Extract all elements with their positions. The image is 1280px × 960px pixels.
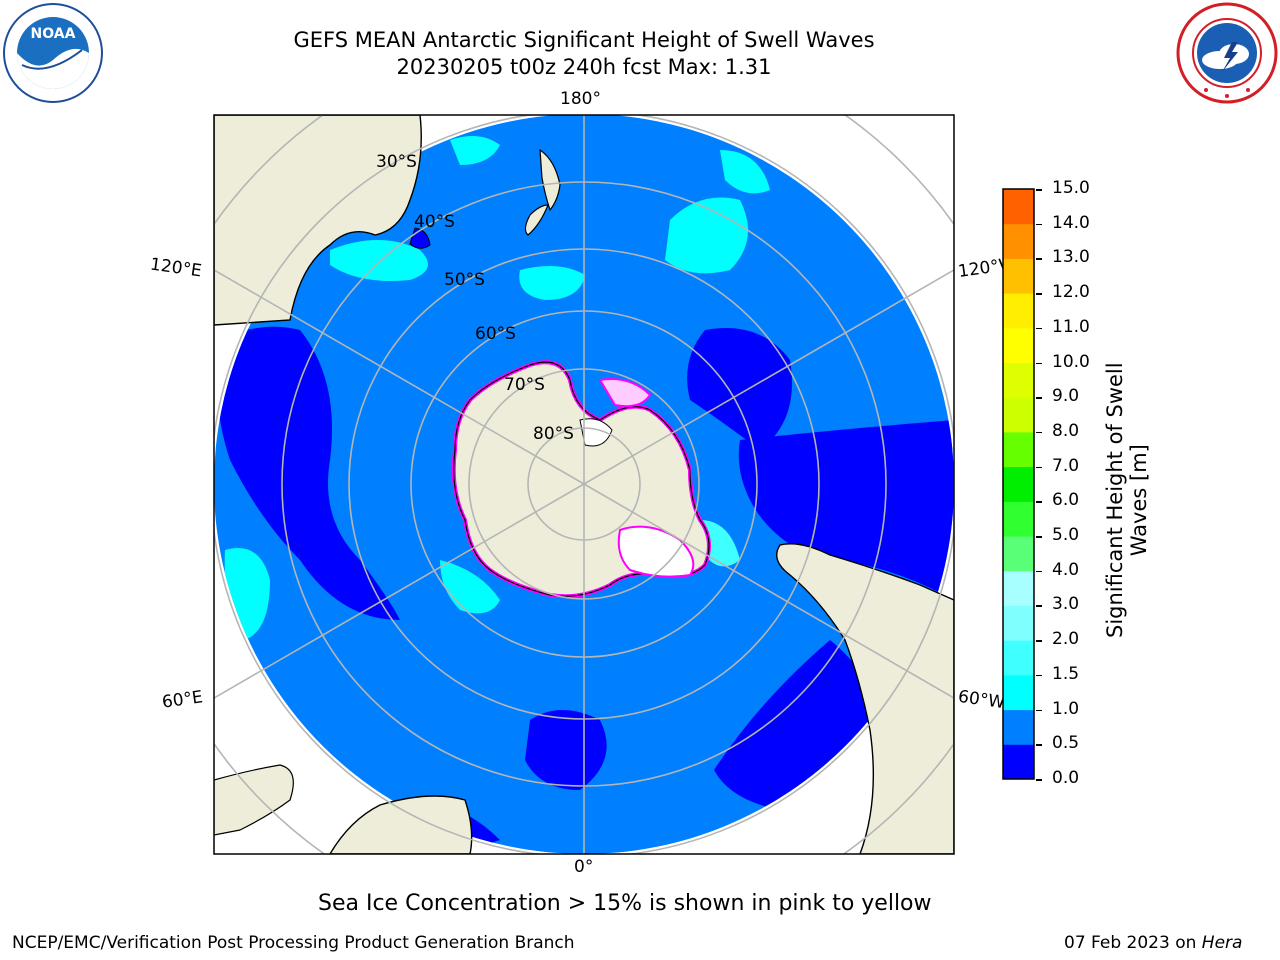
colorbar-tick xyxy=(1036,536,1042,538)
colorbar-band xyxy=(1003,258,1034,294)
noaa-logo-text: NOAA xyxy=(31,26,76,42)
colorbar-tick xyxy=(1036,397,1042,399)
colorbar-band xyxy=(1003,674,1034,711)
colorbar-tick-label: 4.0 xyxy=(1052,559,1080,580)
colorbar-band xyxy=(1003,397,1034,433)
colorbar-tick xyxy=(1036,258,1042,260)
colorbar xyxy=(1002,188,1035,780)
colorbar-tick xyxy=(1036,362,1042,365)
high-swell-region xyxy=(330,240,428,281)
colorbar-band xyxy=(1003,431,1034,468)
colorbar-tick xyxy=(1036,501,1042,503)
colorbar-tick-label: 14.0 xyxy=(1052,212,1090,233)
lon-label-180: 180° xyxy=(560,89,601,109)
colorbar-tick-label: 15.0 xyxy=(1052,178,1090,198)
africa-landmass xyxy=(329,795,473,854)
high-swell-region xyxy=(519,266,585,300)
lat-label-70s: 70°S xyxy=(504,375,545,395)
colorbar-tick xyxy=(1036,605,1042,607)
colorbar-tick xyxy=(1036,189,1042,191)
colorbar-tick xyxy=(1036,709,1042,712)
colorbar-band xyxy=(1003,466,1034,502)
footer-date-text: 07 Feb 2023 on xyxy=(1064,933,1202,953)
madagascar xyxy=(214,764,294,836)
footer-host: Hera xyxy=(1201,933,1243,953)
colorbar-band xyxy=(1003,293,1034,329)
colorbar-tick xyxy=(1036,327,1042,330)
map-frame xyxy=(213,114,955,855)
colorbar-band xyxy=(1003,362,1034,398)
colorbar-tick xyxy=(1036,466,1042,469)
australia-landmass xyxy=(214,115,422,326)
colorbar-band xyxy=(1003,570,1034,606)
colorbar-tick-label: 0.0 xyxy=(1052,768,1080,788)
colorbar-tick xyxy=(1036,674,1042,677)
colorbar-band xyxy=(1003,640,1034,676)
colorbar-band xyxy=(1003,189,1034,225)
sea-ice-region xyxy=(598,378,652,408)
lat-label-80s: 80°S xyxy=(533,424,574,444)
colorbar-tick xyxy=(1036,779,1042,781)
colorbar-label: Significant Height of Swell Waves [m] xyxy=(1103,362,1151,638)
colorbar-tick-label: 0.5 xyxy=(1052,733,1080,754)
colorbar-tick xyxy=(1036,431,1042,434)
colorbar-tick-label: 6.0 xyxy=(1052,490,1080,511)
colorbar-tick xyxy=(1036,640,1042,642)
lat-label-60s: 60°S xyxy=(475,324,516,344)
colorbar-band xyxy=(1003,536,1034,572)
low-swell-region xyxy=(687,328,792,450)
noaa-logo: NOAA xyxy=(2,2,104,104)
chart-subtitle: 20230205 t00z 240h fcst Max: 1.31 xyxy=(396,55,772,79)
colorbar-tick-label: 9.0 xyxy=(1052,386,1080,407)
colorbar-tick-label: 2.0 xyxy=(1052,629,1080,650)
colorbar-tick-label: 7.0 xyxy=(1052,455,1080,476)
low-swell-region xyxy=(216,326,400,620)
colorbar-band xyxy=(1003,744,1034,780)
south-america-landmass xyxy=(776,543,954,854)
lat-label-30s: 30°S xyxy=(376,152,417,172)
colorbar-tick-label: 8.0 xyxy=(1052,420,1080,441)
colorbar-tick xyxy=(1036,570,1042,573)
colorbar-band xyxy=(1003,501,1034,537)
colorbar-label-line2: Waves [m] xyxy=(1127,444,1151,557)
longitude-grid xyxy=(214,115,954,854)
colorbar-band xyxy=(1003,327,1034,364)
lat-label-50s: 50°S xyxy=(444,270,485,290)
nws-logo xyxy=(1176,2,1278,104)
sea-ice-region xyxy=(617,525,695,578)
colorbar-tick xyxy=(1036,223,1042,226)
new-zealand-south xyxy=(524,204,549,236)
colorbar-tick-label: 3.0 xyxy=(1052,594,1080,615)
footer-credit: NCEP/EMC/Verification Post Processing Pr… xyxy=(12,933,575,953)
colorbar-ticks: 0.0 0.5 1.0 1.5 2.0 3.0 4.0 5.0 6.0 7.0 8.0 9.0 10.0… xyxy=(1036,0,1116,960)
sea-ice-note: Sea Ice Concentration > 15% is shown in … xyxy=(318,891,932,916)
colorbar-tick-label: 1.5 xyxy=(1052,663,1080,684)
footer-date: 07 Feb 2023 on Hera xyxy=(1064,933,1242,953)
lat-label-40s: 40°S xyxy=(414,212,455,232)
sea-ice-region xyxy=(579,418,613,447)
colorbar-tick-label: 12.0 xyxy=(1052,282,1090,303)
colorbar-tick-label: 13.0 xyxy=(1052,247,1090,268)
colorbar-tick-label: 11.0 xyxy=(1052,316,1090,337)
colorbar-tick xyxy=(1036,293,1042,295)
colorbar-band xyxy=(1003,605,1034,641)
colorbar-band xyxy=(1003,223,1034,259)
colorbar-tick-label: 10.0 xyxy=(1052,351,1090,372)
high-swell-region xyxy=(665,197,748,274)
chart-title: GEFS MEAN Antarctic Significant Height o… xyxy=(293,28,875,52)
new-zealand-north xyxy=(539,148,561,212)
colorbar-tick-label: 5.0 xyxy=(1052,525,1080,546)
low-swell-region xyxy=(525,710,607,790)
colorbar-tick xyxy=(1036,744,1042,746)
colorbar-tick-label: 1.0 xyxy=(1052,698,1080,719)
colorbar-label-line1: Significant Height of Swell xyxy=(1103,362,1127,638)
lon-label-0: 0° xyxy=(574,857,594,877)
low-swell-region xyxy=(738,420,954,600)
high-swell-region xyxy=(720,150,770,194)
high-swell-region xyxy=(450,136,500,165)
colorbar-band xyxy=(1003,709,1034,745)
